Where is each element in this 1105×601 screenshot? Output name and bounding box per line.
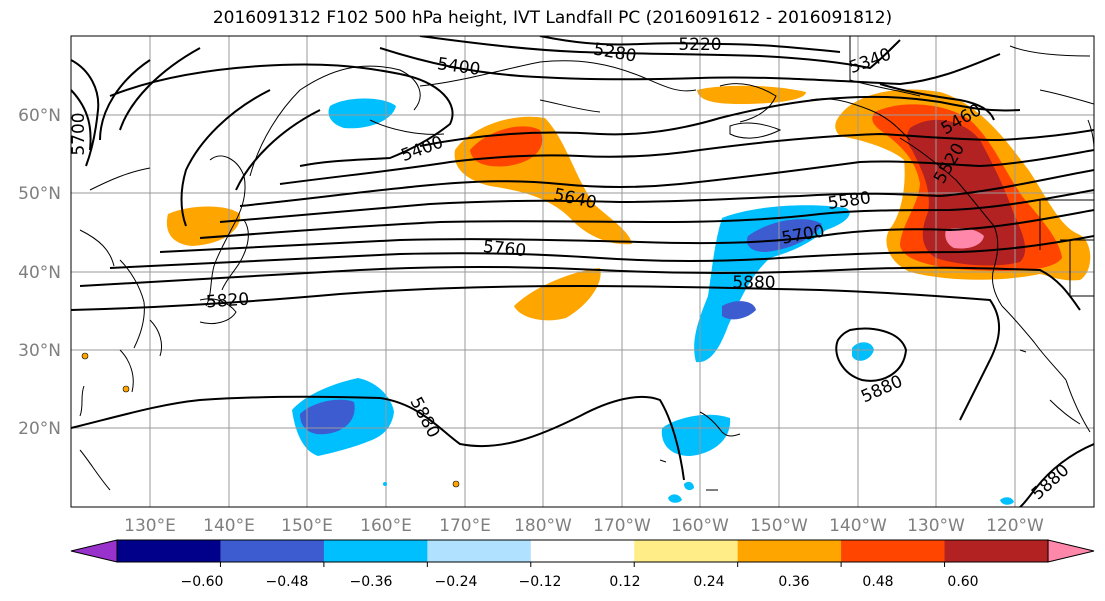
colorbar-tick-label: 0.36 (778, 574, 809, 590)
latitude-labels: 60°N 50°N 40°N 30°N 20°N (18, 106, 61, 439)
lon-label: 130°E (124, 516, 176, 536)
colorbar-tick-label: −0.60 (181, 574, 224, 590)
lon-label: 150°W (750, 516, 808, 536)
contour-label: 5880 (732, 273, 775, 293)
colorbar-segment (530, 540, 635, 562)
colorbar-segment (944, 540, 1049, 562)
lon-label: 170°E (439, 516, 491, 536)
colorbar-segment (841, 540, 946, 562)
contour-label: 5220 (678, 35, 721, 55)
lon-label: 160°E (360, 516, 412, 536)
colorbar-segment (427, 540, 532, 562)
contour-label: 5820 (205, 290, 250, 313)
lon-label: 180°W (514, 516, 572, 536)
colorbar-tick-labels: −0.60 −0.48 −0.36 −0.24 −0.12 0.12 0.24 … (181, 574, 979, 590)
colorbar-tick-label: −0.24 (435, 574, 478, 590)
colorbar-tick-label: 0.24 (693, 574, 724, 590)
lat-label-40: 40°N (18, 263, 61, 283)
colorbar-segment (220, 540, 325, 562)
lon-label: 120°W (986, 516, 1044, 536)
island-markers (81, 352, 460, 488)
colorbar-tick-label: −0.36 (350, 574, 393, 590)
lon-label: 140°E (203, 516, 255, 536)
colorbar-segment (634, 540, 739, 562)
lat-label-20: 20°N (18, 419, 61, 439)
colorbar-extend-min (71, 540, 117, 562)
colorbar-tick-label: −0.12 (519, 574, 562, 590)
colorbar-segment (737, 540, 842, 562)
colorbar-segment (323, 540, 428, 562)
lon-label: 170°W (593, 516, 651, 536)
height-contours (71, 36, 1094, 507)
colorbar-extend-max (1048, 540, 1094, 562)
colorbar-tick-label: 0.48 (862, 574, 893, 590)
contour-label: 5760 (482, 237, 527, 261)
longitude-labels: 130°E 140°E 150°E 160°E 170°E 180°W 170°… (124, 516, 1044, 536)
lon-label: 150°E (281, 516, 333, 536)
colorbar: −0.60 −0.48 −0.36 −0.24 −0.12 0.12 0.24 … (70, 539, 1095, 590)
lat-label-60: 60°N (18, 106, 61, 126)
colorbar-tick-label: 0.60 (947, 574, 978, 590)
lon-label: 130°W (907, 516, 965, 536)
lon-label: 140°W (829, 516, 887, 536)
map-frame (70, 35, 1095, 508)
colorbar-tick-label: −0.48 (266, 574, 309, 590)
lon-label: 160°W (671, 516, 729, 536)
contour-label: 5700 (69, 112, 89, 155)
lat-label-50: 50°N (18, 184, 61, 204)
map-title: 2016091312 F102 500 hPa height, IVT Land… (212, 8, 893, 28)
colorbar-tick-label: 0.12 (609, 574, 640, 590)
colorbar-segment (117, 540, 222, 562)
lat-label-30: 30°N (18, 341, 61, 361)
